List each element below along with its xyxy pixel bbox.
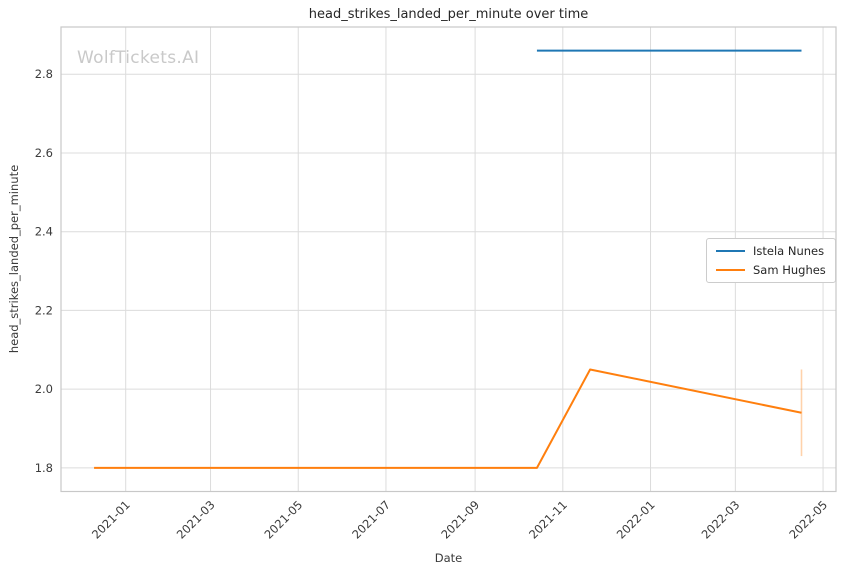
y-tick-label: 2.0 bbox=[35, 382, 53, 396]
legend-line-swatch-istela-nunes bbox=[716, 250, 745, 252]
series-line-sam-hughes bbox=[94, 368, 802, 469]
y-tick-label: 1.8 bbox=[35, 461, 53, 475]
legend-line-swatch-sam-hughes bbox=[716, 269, 745, 271]
y-tick-label: 2.6 bbox=[35, 146, 53, 160]
y-tick-label: 2.2 bbox=[35, 303, 53, 317]
x-tick-label: 2022-03 bbox=[699, 498, 743, 542]
y-tick-label: 2.4 bbox=[35, 225, 53, 239]
chart-title: head_strikes_landed_per_minute over time bbox=[308, 7, 589, 22]
x-tick-label: 2021-03 bbox=[174, 498, 218, 542]
watermark: WolfTickets.AI bbox=[77, 48, 200, 68]
x-tick-label: 2021-09 bbox=[438, 498, 482, 542]
legend-label: Sam Hughes bbox=[753, 263, 826, 277]
legend-entry: Istela Nunes bbox=[716, 244, 826, 258]
x-tick-label: 2021-07 bbox=[349, 498, 393, 542]
x-axis-label: Date bbox=[434, 551, 463, 565]
legend: Istela Nunes Sam Hughes bbox=[706, 238, 836, 283]
y-axis-label: head_strikes_landed_per_minute bbox=[7, 164, 21, 354]
plot-border bbox=[60, 26, 837, 493]
x-tick-label: 2021-11 bbox=[526, 498, 570, 542]
x-tick-label: 2021-01 bbox=[89, 498, 133, 542]
y-tick-label: 2.8 bbox=[35, 67, 53, 81]
x-tick-label: 2022-01 bbox=[614, 498, 658, 542]
legend-entry: Sam Hughes bbox=[716, 263, 826, 277]
x-tick-label: 2021-05 bbox=[261, 498, 305, 542]
x-tick-label: 2022-05 bbox=[786, 498, 830, 542]
legend-label: Istela Nunes bbox=[753, 244, 825, 258]
